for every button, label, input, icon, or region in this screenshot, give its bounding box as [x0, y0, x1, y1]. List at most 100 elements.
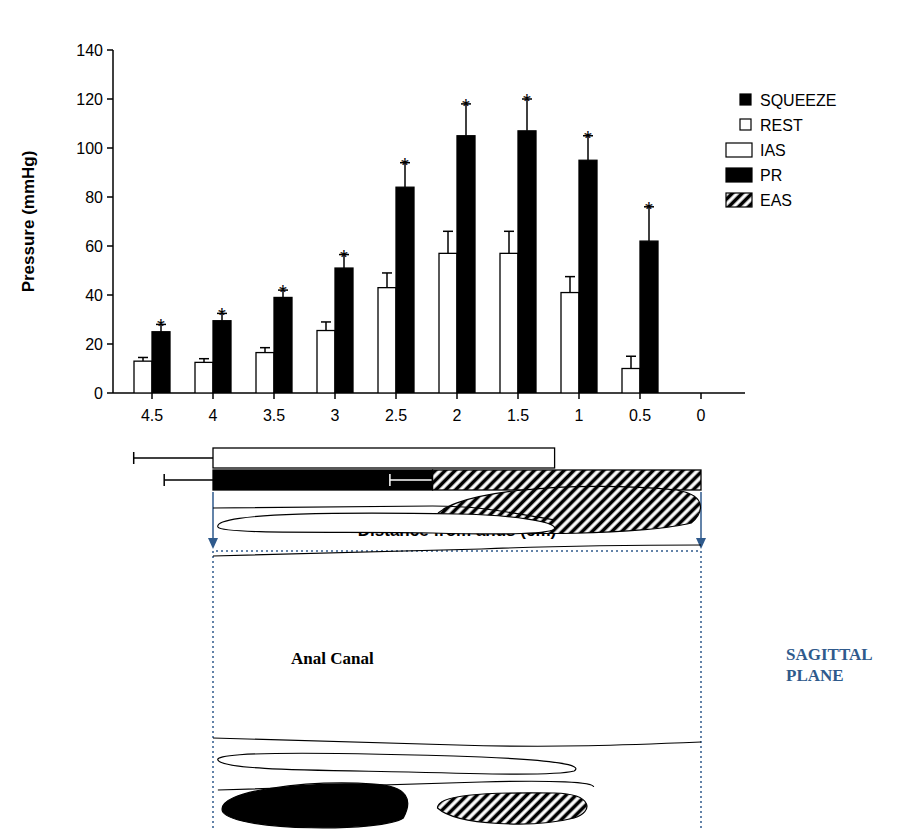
- bar: [640, 241, 658, 393]
- legend-label: PR: [760, 167, 782, 184]
- error-cap: [443, 231, 453, 233]
- plane-label: SAGITTAL PLANE: [786, 645, 873, 685]
- bar: [378, 288, 396, 393]
- x-tick-label: 2.5: [385, 407, 407, 424]
- bar: [518, 131, 536, 393]
- ias-lower: [218, 753, 576, 774]
- bar: [396, 187, 414, 393]
- y-tick-label: 100: [76, 140, 103, 157]
- arrow-head: [208, 538, 218, 549]
- error-bar: [569, 277, 571, 293]
- muscle-error: [390, 479, 433, 481]
- error-cap: [138, 357, 148, 359]
- legend-swatch: [726, 193, 752, 207]
- diagram-frame: [213, 551, 701, 828]
- bar: [457, 136, 475, 393]
- error-cap: [321, 321, 331, 323]
- significance-mark: *: [157, 315, 165, 337]
- muscle-extent: [213, 470, 433, 490]
- x-tick: [212, 393, 214, 399]
- bar: [152, 332, 170, 393]
- error-cap: [504, 231, 514, 233]
- y-tick: [107, 147, 113, 149]
- figure: Pressure (mmHg)0204060801001201404.543.5…: [0, 0, 923, 831]
- y-tick: [107, 196, 113, 198]
- arrow-head: [696, 538, 706, 549]
- y-tick: [107, 245, 113, 247]
- canal-label: Anal Canal: [291, 649, 374, 668]
- error-bar: [508, 231, 510, 253]
- wall-line: [213, 506, 555, 520]
- y-tick: [107, 49, 113, 51]
- error-cap: [199, 358, 209, 360]
- bar: [256, 353, 274, 393]
- x-tick-label: 4.5: [141, 407, 163, 424]
- muscle-error-cap: [389, 474, 391, 486]
- eas-lower: [437, 793, 586, 824]
- error-cap: [382, 272, 392, 274]
- muscle-error: [390, 479, 432, 481]
- x-tick-label: 0: [697, 407, 706, 424]
- muscle-error-cap: [389, 474, 391, 486]
- significance-mark: *: [584, 127, 592, 149]
- x-tick: [700, 393, 702, 399]
- x-tick: [334, 393, 336, 399]
- muscle-error-cap: [163, 474, 165, 486]
- error-cap: [260, 347, 270, 349]
- legend-label: EAS: [760, 192, 792, 209]
- significance-mark: *: [523, 90, 531, 112]
- bar: [317, 331, 335, 393]
- legend-label: REST: [760, 117, 803, 134]
- arrow: [700, 492, 702, 545]
- error-bar: [325, 322, 327, 331]
- sagittal-diagram: [213, 486, 701, 828]
- y-tick: [107, 343, 113, 345]
- x-tick-label: 3.5: [263, 407, 285, 424]
- y-tick-label: 60: [85, 238, 103, 255]
- bar: [561, 293, 579, 393]
- bar: [134, 361, 152, 393]
- significance-mark: *: [645, 198, 653, 220]
- mucosa-upper: [213, 545, 701, 556]
- bar: [579, 160, 597, 393]
- mucosa-lower: [213, 738, 701, 746]
- plot-area: [134, 99, 658, 393]
- muscle-error: [134, 457, 213, 459]
- error-bar: [447, 231, 449, 253]
- muscle-extent: [213, 448, 555, 468]
- x-tick-label: 1.5: [507, 407, 529, 424]
- significance-mark: *: [401, 154, 409, 176]
- muscle-error: [164, 479, 213, 481]
- error-bar: [630, 356, 632, 368]
- x-tick: [578, 393, 580, 399]
- bar: [335, 268, 353, 393]
- y-axis-title: Pressure (mmHg): [19, 151, 38, 293]
- legend-swatch: [726, 168, 752, 182]
- bar: [439, 253, 457, 393]
- y-tick-label: 120: [76, 91, 103, 108]
- y-tick-label: 0: [94, 385, 103, 402]
- x-tick-label: 0.5: [629, 407, 651, 424]
- x-tick: [456, 393, 458, 399]
- legend-swatch: [740, 119, 751, 130]
- legend-label: SQUEEZE: [760, 92, 836, 109]
- arrow: [212, 492, 214, 545]
- x-tick-label: 3: [331, 407, 340, 424]
- y-axis: [112, 50, 114, 393]
- y-tick-label: 20: [85, 336, 103, 353]
- y-tick: [107, 294, 113, 296]
- y-tick-label: 40: [85, 287, 103, 304]
- y-tick: [107, 392, 113, 394]
- plane-label-line: SAGITTAL: [786, 645, 873, 664]
- x-tick: [273, 393, 275, 399]
- bar: [274, 297, 292, 393]
- error-cap: [626, 356, 636, 358]
- legend-swatch: [740, 94, 751, 105]
- x-tick: [517, 393, 519, 399]
- plane-label-line: PLANE: [786, 666, 844, 685]
- error-bar: [386, 273, 388, 288]
- ias-upper: [218, 513, 555, 534]
- y-tick-label: 140: [76, 42, 103, 59]
- bar: [195, 362, 213, 393]
- x-tick-label: 4: [209, 407, 218, 424]
